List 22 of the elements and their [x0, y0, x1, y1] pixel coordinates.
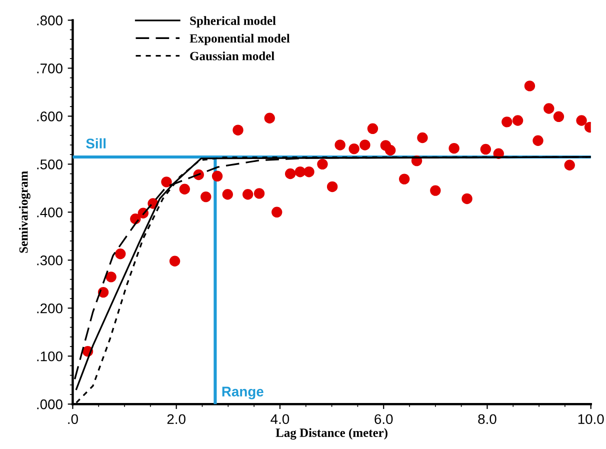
- ref-line-label: Sill: [86, 138, 106, 148]
- ref-line-label: Range: [222, 386, 264, 400]
- legend-label: Gaussian model: [190, 52, 274, 60]
- legend-label: Spherical model: [190, 16, 276, 28]
- y-tick-label: .300: [37, 255, 62, 266]
- x-tick-label: 10.0: [578, 414, 604, 424]
- y-tick-label: .000: [37, 399, 62, 410]
- y-tick-label: .400: [37, 207, 62, 218]
- y-tick-label: .700: [37, 64, 62, 74]
- y-tick-label: .600: [37, 112, 62, 122]
- y-axis-title: Semivariogram: [18, 171, 30, 253]
- x-tick-label: 2.0: [167, 414, 186, 424]
- x-tick-label: 4.0: [270, 414, 290, 424]
- y-tick-label: .500: [37, 160, 62, 170]
- y-tick-label: .800: [37, 16, 62, 26]
- legend-label: Exponential model: [190, 34, 290, 46]
- x-tick-label: 6.0: [374, 414, 393, 424]
- y-tick-label: .100: [37, 351, 62, 362]
- x-tick-label: 8.0: [478, 414, 496, 424]
- x-tick-label: .0: [68, 414, 78, 424]
- y-tick-label: .200: [37, 303, 62, 314]
- x-axis-title: Lag Distance (meter): [276, 428, 388, 440]
